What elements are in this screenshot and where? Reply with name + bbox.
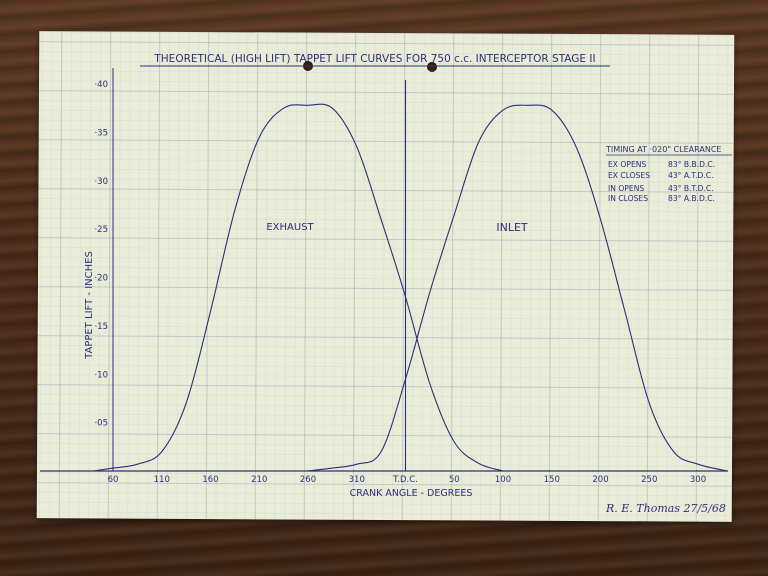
- timing-row-in-closes-value: 83° A.B.D.C.: [668, 194, 715, 203]
- x-tick-label: T.D.C.: [392, 475, 418, 485]
- chart-title: THEORETICAL (HIGH LIFT) TAPPET LIFT CURV…: [153, 53, 595, 65]
- timing-row-in-closes-event: IN CLOSES: [608, 194, 648, 203]
- x-tick-label: 110: [154, 475, 170, 485]
- x-tick-label: 160: [202, 475, 218, 485]
- timing-row-ex-opens-event: EX OPENS: [608, 160, 646, 169]
- punch-hole-right: [427, 62, 437, 72]
- inlet-lift-curve: [307, 104, 728, 472]
- x-tick-label: 310: [349, 475, 365, 485]
- timing-row-in-opens-event: IN OPENS: [608, 184, 644, 193]
- inlet-curve-label: INLET: [496, 221, 528, 234]
- signature: R. E. Thomas 27/5/68: [605, 502, 726, 515]
- exhaust-curve-label: EXHAUST: [266, 222, 314, 233]
- x-axis-label: CRANK ANGLE - DEGREES: [350, 488, 473, 499]
- y-tick-label: ·25: [94, 225, 108, 235]
- y-tick-label: ·15: [94, 322, 108, 332]
- x-tick-label: 200: [592, 475, 608, 485]
- y-tick-label: ·05: [94, 419, 108, 429]
- timing-row-ex-closes-event: EX CLOSES: [608, 171, 650, 180]
- x-tick-label: 250: [641, 475, 657, 485]
- x-tick-label: 210: [251, 475, 267, 485]
- x-tick-label: 100: [495, 475, 511, 485]
- timing-row-ex-closes-value: 43° A.T.D.C.: [668, 171, 713, 180]
- x-tick-label: 260: [300, 475, 316, 485]
- y-tick-label: ·35: [94, 128, 108, 138]
- x-tick-label: 50: [449, 475, 460, 485]
- x-tick-label: 60: [108, 475, 119, 485]
- timing-title: TIMING AT ·020" CLEARANCE: [605, 145, 721, 154]
- y-tick-label: ·20: [94, 274, 108, 284]
- timing-row-ex-opens-value: 83° B.B.D.C.: [668, 160, 715, 169]
- x-tick-label: 300: [690, 475, 706, 485]
- timing-row-in-opens-value: 43° B.T.D.C.: [668, 184, 714, 193]
- y-tick-label: ·30: [94, 177, 108, 187]
- y-axis-label: TAPPET LIFT - INCHES: [84, 251, 95, 360]
- exhaust-lift-curve: [93, 103, 504, 472]
- y-tick-label: ·40: [94, 80, 108, 90]
- timing-note: TIMING AT ·020" CLEARANCE EX OPENS 83° B…: [605, 145, 732, 203]
- x-tick-label: 150: [544, 475, 560, 485]
- y-tick-label: ·10: [94, 370, 108, 380]
